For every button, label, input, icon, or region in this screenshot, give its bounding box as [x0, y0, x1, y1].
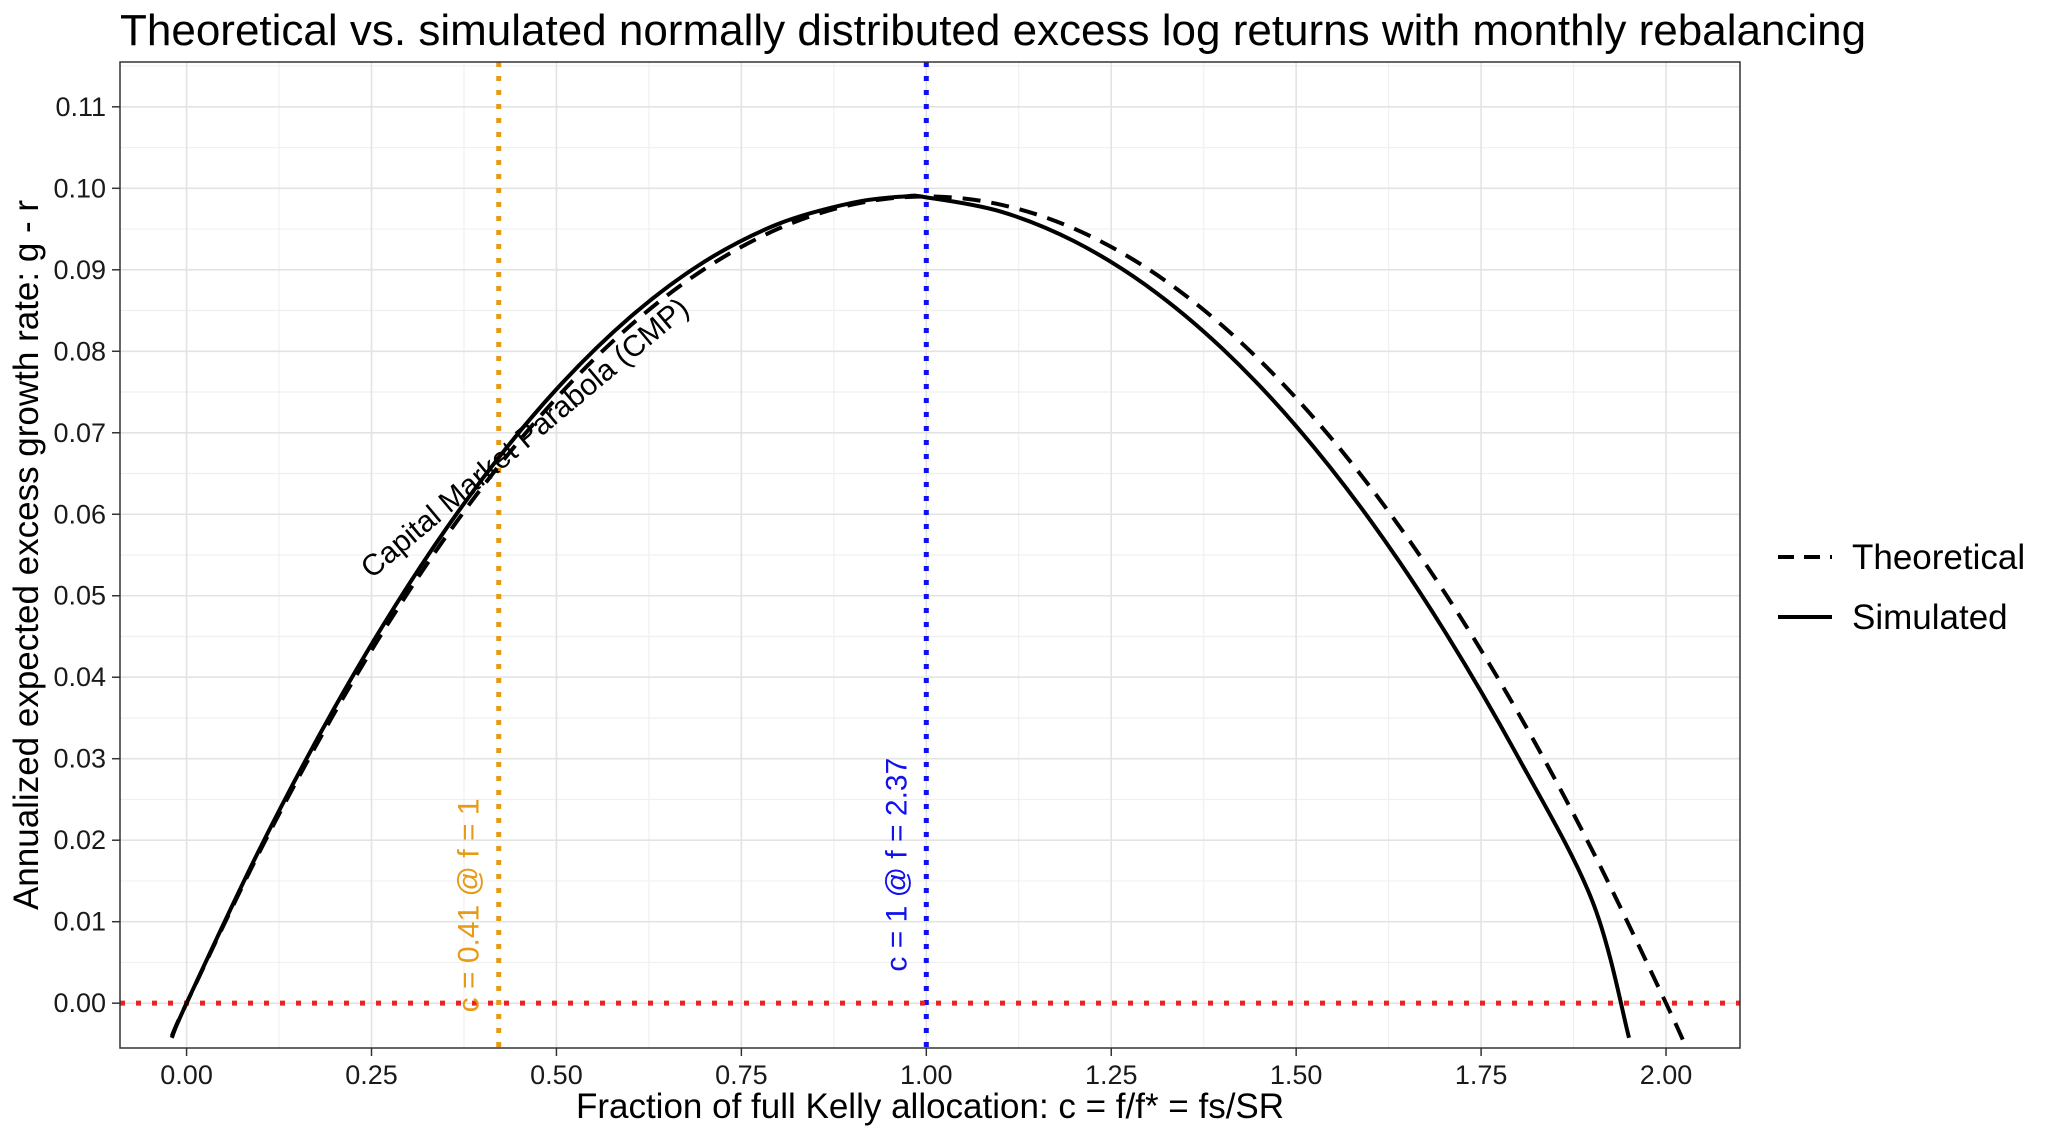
x-tick-label: 1.00 [900, 1060, 953, 1090]
chart-title: Theoretical vs. simulated normally distr… [120, 6, 1866, 55]
y-tick-label: 0.02 [53, 825, 106, 855]
axis-ticks: 0.00 0.25 0.50 0.75 1.00 1.25 1.50 1.75 2.00 0.00… [53, 92, 1692, 1090]
annotations: c = 0.41 @ f = 1 c = 1 @ f = 2.37 Capital … [355, 292, 914, 1013]
y-tick-label: 0.01 [53, 907, 106, 937]
reference-line-label: c = 0.41 @ f = 1 [453, 798, 486, 1012]
x-tick-label: 1.25 [1085, 1060, 1138, 1090]
x-tick-label: 0.75 [715, 1060, 768, 1090]
reference-line-label: c = 1 @ f = 2.37 [880, 758, 913, 972]
legend: Theoretical Simulated [1778, 538, 2025, 637]
series-line-theoretical [169, 194, 1689, 1048]
x-tick-label: 1.50 [1270, 1060, 1323, 1090]
curve-annotation: Capital Market Parabola (CMP) [355, 292, 696, 585]
y-axis-label: Annualized expected excess growth rate: … [7, 200, 46, 910]
x-tick-label: 0.25 [345, 1060, 398, 1090]
y-tick-label: 0.10 [53, 173, 106, 203]
y-tick-label: 0.06 [53, 499, 106, 529]
x-tick-label: 2.00 [1640, 1060, 1693, 1090]
x-tick-label: 1.75 [1455, 1060, 1508, 1090]
y-tick-label: 0.08 [53, 336, 106, 366]
y-tick-label: 0.11 [55, 92, 106, 122]
y-tick-label: 0.07 [53, 418, 106, 448]
reference-lines [120, 62, 1740, 1048]
legend-label: Simulated [1852, 598, 2008, 637]
panel-border [119, 61, 1741, 1049]
y-tick-label: 0.05 [53, 581, 106, 611]
x-tick-label: 0.50 [530, 1060, 583, 1090]
y-tick-label: 0.04 [53, 662, 106, 692]
y-tick-label: 0.00 [53, 988, 106, 1018]
y-tick-label: 0.03 [53, 744, 106, 774]
series-lines [169, 193, 1689, 1048]
series-line-simulated [169, 193, 1631, 1039]
legend-label: Theoretical [1852, 538, 2025, 577]
x-tick-label: 0.00 [160, 1060, 213, 1090]
y-tick-label: 0.09 [53, 255, 106, 285]
x-axis-label: Fraction of full Kelly allocation: c = f… [576, 1087, 1284, 1126]
